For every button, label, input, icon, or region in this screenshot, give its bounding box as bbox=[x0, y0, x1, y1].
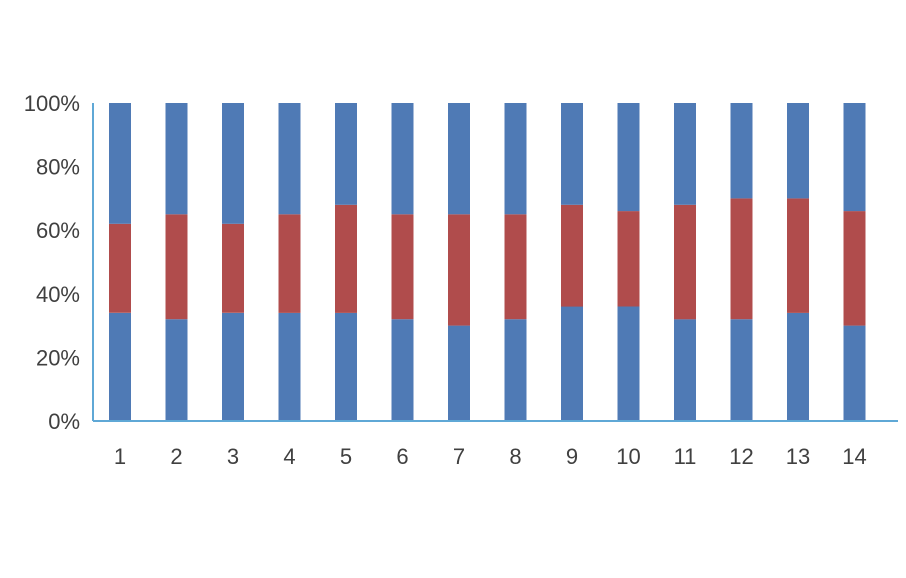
x-tick-label: 14 bbox=[842, 444, 866, 469]
x-tick-label: 6 bbox=[396, 444, 408, 469]
bar-segment-10-series-1 bbox=[617, 306, 640, 421]
bar-segment-9-series-1 bbox=[561, 306, 583, 421]
bar-segment-8-series-1 bbox=[504, 319, 527, 421]
x-tick-label: 8 bbox=[509, 444, 521, 469]
bar-segment-3-series-3 bbox=[222, 103, 244, 224]
x-tick-label: 10 bbox=[616, 444, 640, 469]
bar-segment-4-series-1 bbox=[278, 312, 301, 421]
bar-segment-6-series-1 bbox=[391, 319, 414, 421]
bar-segment-4-series-3 bbox=[278, 103, 301, 215]
bar-segment-12-series-2 bbox=[730, 198, 753, 320]
bar-segment-13-series-2 bbox=[787, 198, 809, 313]
bar-segment-1-series-1 bbox=[109, 312, 131, 421]
y-tick-label: 40% bbox=[36, 282, 80, 307]
bar-segment-5-series-2 bbox=[335, 204, 357, 313]
y-tick-label: 20% bbox=[36, 345, 80, 370]
x-tick-label: 5 bbox=[340, 444, 352, 469]
bar-segment-3-series-1 bbox=[222, 312, 244, 421]
bar-segment-7-series-1 bbox=[448, 325, 470, 421]
x-tick-label: 2 bbox=[170, 444, 182, 469]
x-tick-label: 4 bbox=[283, 444, 295, 469]
y-axis-tick-labels: 0% 20% 40% 60% 80% 100% bbox=[24, 91, 80, 434]
bar-segment-8-series-2 bbox=[504, 214, 527, 320]
x-axis-tick-labels: 1 2 3 4 5 6 7 8 9 10 11 12 13 14 bbox=[114, 444, 867, 469]
bar-segment-7-series-3 bbox=[448, 103, 470, 215]
x-tick-label: 13 bbox=[786, 444, 810, 469]
bar-segment-5-series-1 bbox=[335, 312, 357, 421]
x-tick-label: 11 bbox=[674, 444, 697, 469]
bar-segment-13-series-1 bbox=[787, 312, 809, 421]
bar-segment-12-series-1 bbox=[730, 319, 753, 421]
bar-segment-11-series-1 bbox=[674, 319, 696, 421]
y-tick-label: 80% bbox=[36, 155, 80, 180]
bar-segment-11-series-3 bbox=[674, 103, 696, 205]
x-tick-label: 7 bbox=[453, 444, 465, 469]
bar-segment-1-series-3 bbox=[109, 103, 131, 224]
bar-segment-2-series-3 bbox=[165, 103, 188, 215]
bar-segment-8-series-3 bbox=[504, 103, 527, 215]
bar-segment-12-series-3 bbox=[730, 103, 753, 199]
y-tick-label: 60% bbox=[36, 218, 80, 243]
bar-segment-13-series-3 bbox=[787, 103, 809, 199]
bar-segment-9-series-3 bbox=[561, 103, 583, 205]
y-tick-label: 0% bbox=[48, 409, 80, 434]
bar-segment-6-series-3 bbox=[391, 103, 414, 215]
bar-segment-14-series-1 bbox=[843, 325, 866, 421]
y-tick-label: 100% bbox=[24, 91, 80, 116]
x-tick-label: 1 bbox=[114, 444, 126, 469]
bar-segment-2-series-1 bbox=[165, 319, 188, 421]
bars-group bbox=[109, 103, 866, 421]
bar-segment-6-series-2 bbox=[391, 214, 414, 320]
bar-segment-14-series-2 bbox=[843, 211, 866, 326]
bar-segment-9-series-2 bbox=[561, 204, 583, 307]
x-tick-label: 3 bbox=[227, 444, 239, 469]
bar-segment-10-series-3 bbox=[617, 103, 640, 212]
bar-segment-7-series-2 bbox=[448, 214, 470, 326]
bar-segment-3-series-2 bbox=[222, 223, 244, 313]
bar-segment-1-series-2 bbox=[109, 223, 131, 313]
x-tick-label: 12 bbox=[729, 444, 753, 469]
bar-segment-10-series-2 bbox=[617, 211, 640, 307]
bar-segment-5-series-3 bbox=[335, 103, 357, 205]
bar-segment-14-series-3 bbox=[843, 103, 866, 212]
bar-segment-2-series-2 bbox=[165, 214, 188, 320]
bar-segment-11-series-2 bbox=[674, 204, 696, 320]
x-tick-label: 9 bbox=[566, 444, 578, 469]
bar-segment-4-series-2 bbox=[278, 214, 301, 313]
